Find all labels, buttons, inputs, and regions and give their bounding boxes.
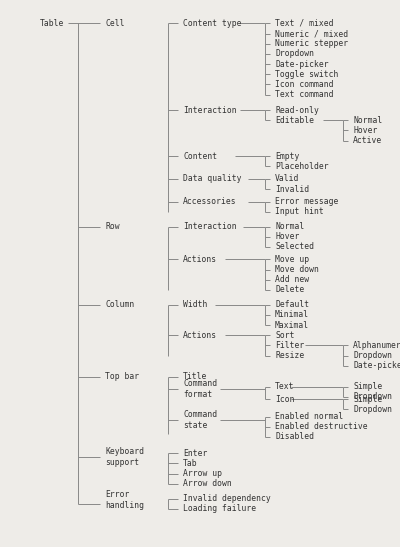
Text: Normal: Normal	[275, 222, 304, 231]
Text: Text command: Text command	[275, 90, 334, 99]
Text: Move up: Move up	[275, 255, 309, 264]
Text: Cell: Cell	[105, 19, 124, 28]
Text: Icon: Icon	[275, 395, 294, 404]
Text: Numeric / mixed: Numeric / mixed	[275, 29, 348, 38]
Text: Minimal: Minimal	[275, 310, 309, 319]
Text: Accessories: Accessories	[183, 197, 237, 206]
Text: Tab: Tab	[183, 459, 198, 468]
Text: Enabled destructive: Enabled destructive	[275, 422, 368, 431]
Text: Numeric stepper: Numeric stepper	[275, 39, 348, 48]
Text: Editable: Editable	[275, 116, 314, 125]
Text: Row: Row	[105, 222, 120, 231]
Text: Icon command: Icon command	[275, 80, 334, 89]
Text: Actions: Actions	[183, 331, 217, 340]
Text: Empty: Empty	[275, 152, 299, 161]
Text: Top bar: Top bar	[105, 372, 139, 381]
Text: Simple: Simple	[353, 382, 382, 391]
Text: Selected: Selected	[275, 242, 314, 252]
Text: Arrow down: Arrow down	[183, 479, 232, 488]
Text: Resize: Resize	[275, 351, 304, 360]
Text: Invalid dependency: Invalid dependency	[183, 494, 271, 503]
Text: Data quality: Data quality	[183, 174, 242, 183]
Text: Date-picker: Date-picker	[275, 60, 329, 68]
Text: Valid: Valid	[275, 174, 299, 183]
Text: Simple: Simple	[353, 395, 382, 404]
Text: Content type: Content type	[183, 19, 242, 28]
Text: Loading failure: Loading failure	[183, 504, 256, 513]
Text: Read-only: Read-only	[275, 106, 319, 115]
Text: Hover: Hover	[275, 232, 299, 241]
Text: Disabled: Disabled	[275, 432, 314, 441]
Text: Normal: Normal	[353, 116, 382, 125]
Text: Enabled normal: Enabled normal	[275, 412, 343, 421]
Text: Move down: Move down	[275, 265, 319, 274]
Text: Actions: Actions	[183, 255, 217, 264]
Text: Dropdown: Dropdown	[353, 392, 392, 401]
Text: Error message: Error message	[275, 197, 338, 206]
Text: Enter: Enter	[183, 449, 207, 458]
Text: Text: Text	[275, 382, 294, 391]
Text: Dropdown: Dropdown	[353, 351, 392, 360]
Text: Invalid: Invalid	[275, 184, 309, 194]
Text: Delete: Delete	[275, 286, 304, 294]
Text: Interaction: Interaction	[183, 106, 237, 115]
Text: Toggle switch: Toggle switch	[275, 69, 338, 79]
Text: Date-picker: Date-picker	[353, 361, 400, 370]
Text: Alphanumeric: Alphanumeric	[353, 341, 400, 350]
Text: Filter: Filter	[275, 341, 304, 350]
Text: Width: Width	[183, 300, 207, 309]
Text: Interaction: Interaction	[183, 222, 237, 231]
Text: Active: Active	[353, 136, 382, 145]
Text: Placeholder: Placeholder	[275, 162, 329, 171]
Text: Table: Table	[40, 19, 64, 28]
Text: Text / mixed: Text / mixed	[275, 19, 334, 28]
Text: Add new: Add new	[275, 275, 309, 284]
Text: Dropdown: Dropdown	[275, 49, 314, 59]
Text: Maximal: Maximal	[275, 321, 309, 330]
Text: Input hint: Input hint	[275, 207, 324, 216]
Text: Column: Column	[105, 300, 134, 309]
Text: Arrow up: Arrow up	[183, 469, 222, 478]
Text: Hover: Hover	[353, 126, 377, 135]
Text: Keyboard
support: Keyboard support	[105, 447, 144, 467]
Text: Sort: Sort	[275, 331, 294, 340]
Text: Content: Content	[183, 152, 217, 161]
Text: Dropdown: Dropdown	[353, 405, 392, 414]
Text: Default: Default	[275, 300, 309, 309]
Text: Command
state: Command state	[183, 410, 217, 430]
Text: Command
format: Command format	[183, 379, 217, 399]
Text: Title: Title	[183, 372, 207, 381]
Text: Error
handling: Error handling	[105, 490, 144, 510]
